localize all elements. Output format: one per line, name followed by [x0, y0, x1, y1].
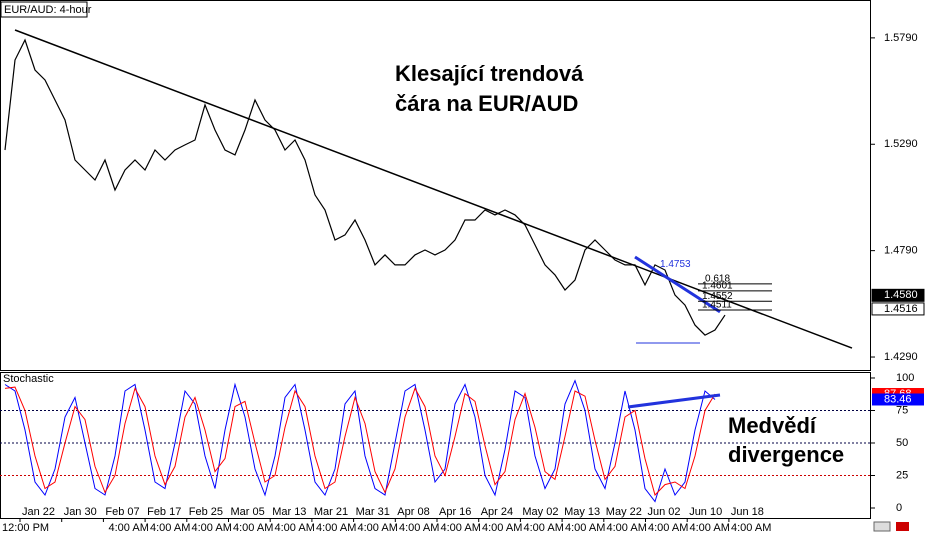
stochastic-line [4, 386, 716, 496]
resistance-line [634, 255, 721, 314]
fib-ratio-label: 0.618 [705, 273, 730, 284]
x-tick-label: 4:00 AM [192, 522, 232, 534]
y-tick-label: 1.4290 [884, 351, 918, 363]
y-tick-label: 100 [896, 372, 914, 384]
x-tick-label: Jun 18 [731, 506, 764, 518]
annotation: Klesající trendová [395, 61, 584, 86]
annotation: Medvědí [728, 413, 817, 438]
x-tick-label: 4:00 AM [275, 522, 315, 534]
y-tick-label: 0 [896, 502, 902, 514]
x-tick-label: Apr 16 [439, 506, 471, 518]
stochastic-panel [0, 372, 871, 519]
price-tag [871, 288, 925, 302]
x-tick-label: Feb 25 [189, 506, 223, 518]
x-tick-label: Jun 02 [648, 506, 681, 518]
x-tick-label: Feb 07 [105, 506, 139, 518]
y-tick-label: 75 [896, 404, 908, 416]
x-tick-label: 4:00 AM [358, 522, 398, 534]
x-tick-label: Feb 17 [147, 506, 181, 518]
fib-label: 1.4552 [702, 291, 733, 302]
price-panel [0, 0, 871, 371]
title-box [0, 1, 88, 18]
y-tick-label: 1.4790 [884, 245, 918, 257]
x-tick-label: 4:00 AM [109, 522, 149, 534]
y-tick-label: 50 [896, 437, 908, 449]
y-tick-label: 25 [896, 469, 908, 481]
close-icon[interactable] [896, 522, 909, 531]
x-tick-label: 4:00 AM [233, 522, 273, 534]
price-tag-label: 1.4580 [884, 289, 918, 301]
x-tick-label: Mar 13 [272, 506, 306, 518]
x-tick-label: 4:00 AM [565, 522, 605, 534]
x-tick-label: 4:00 AM [399, 522, 439, 534]
stochastic-tag [872, 393, 924, 406]
x-tick-label: Jun 10 [689, 506, 722, 518]
x-tick-label: 4:00 AM [690, 522, 730, 534]
x-tick-label: 4:00 AM [150, 522, 190, 534]
x-tick-label: May 02 [522, 506, 558, 518]
x-tick-label: Jan 30 [64, 506, 97, 518]
stochastic-tag-label: 83.46 [884, 393, 912, 405]
x-tick-label: 4:00 AM [731, 522, 771, 534]
price-tag [871, 302, 925, 316]
price-line [4, 38, 726, 336]
stochastic-title: Stochastic [3, 373, 54, 385]
x-tick-label: 4:00 AM [524, 522, 564, 534]
x-tick-label: Apr 08 [397, 506, 429, 518]
x-tick-label: 4:00 AM [316, 522, 356, 534]
x-tick-label: Apr 24 [481, 506, 513, 518]
x-tick-label: 4:00 AM [441, 522, 481, 534]
x-tick-label: Mar 21 [314, 506, 348, 518]
stochastic-line [4, 379, 716, 503]
time-axis [0, 519, 870, 535]
x-tick-label: 4:00 AM [482, 522, 522, 534]
fib-label: 1.4511 [702, 300, 732, 311]
x-tick-label: 4:00 AM [607, 522, 647, 534]
y-tick-label: 1.5290 [884, 138, 918, 150]
y-tick-label: 1.5790 [884, 32, 918, 44]
x-tick-label: Mar 05 [231, 506, 265, 518]
x-tick-label: May 13 [564, 506, 600, 518]
annotation: divergence [728, 442, 844, 467]
price-tag-label: 1.4516 [884, 303, 918, 315]
fib-label: 1.4753 [660, 259, 691, 270]
fib-label: 1.4601 [702, 280, 733, 291]
x-tick-label: 4:00 AM [648, 522, 688, 534]
annotation: čára na EUR/AUD [395, 91, 578, 116]
x-tick-label: May 22 [606, 506, 642, 518]
x-tick-label: Jan 22 [22, 506, 55, 518]
divergence-line [627, 393, 721, 409]
chart-title: EUR/AUD: 4-hour [4, 4, 92, 16]
trendline [14, 29, 853, 349]
x-tick-label: 12:00 PM [2, 522, 49, 534]
scroll-icon[interactable] [873, 521, 891, 532]
x-tick-label: Mar 31 [356, 506, 390, 518]
